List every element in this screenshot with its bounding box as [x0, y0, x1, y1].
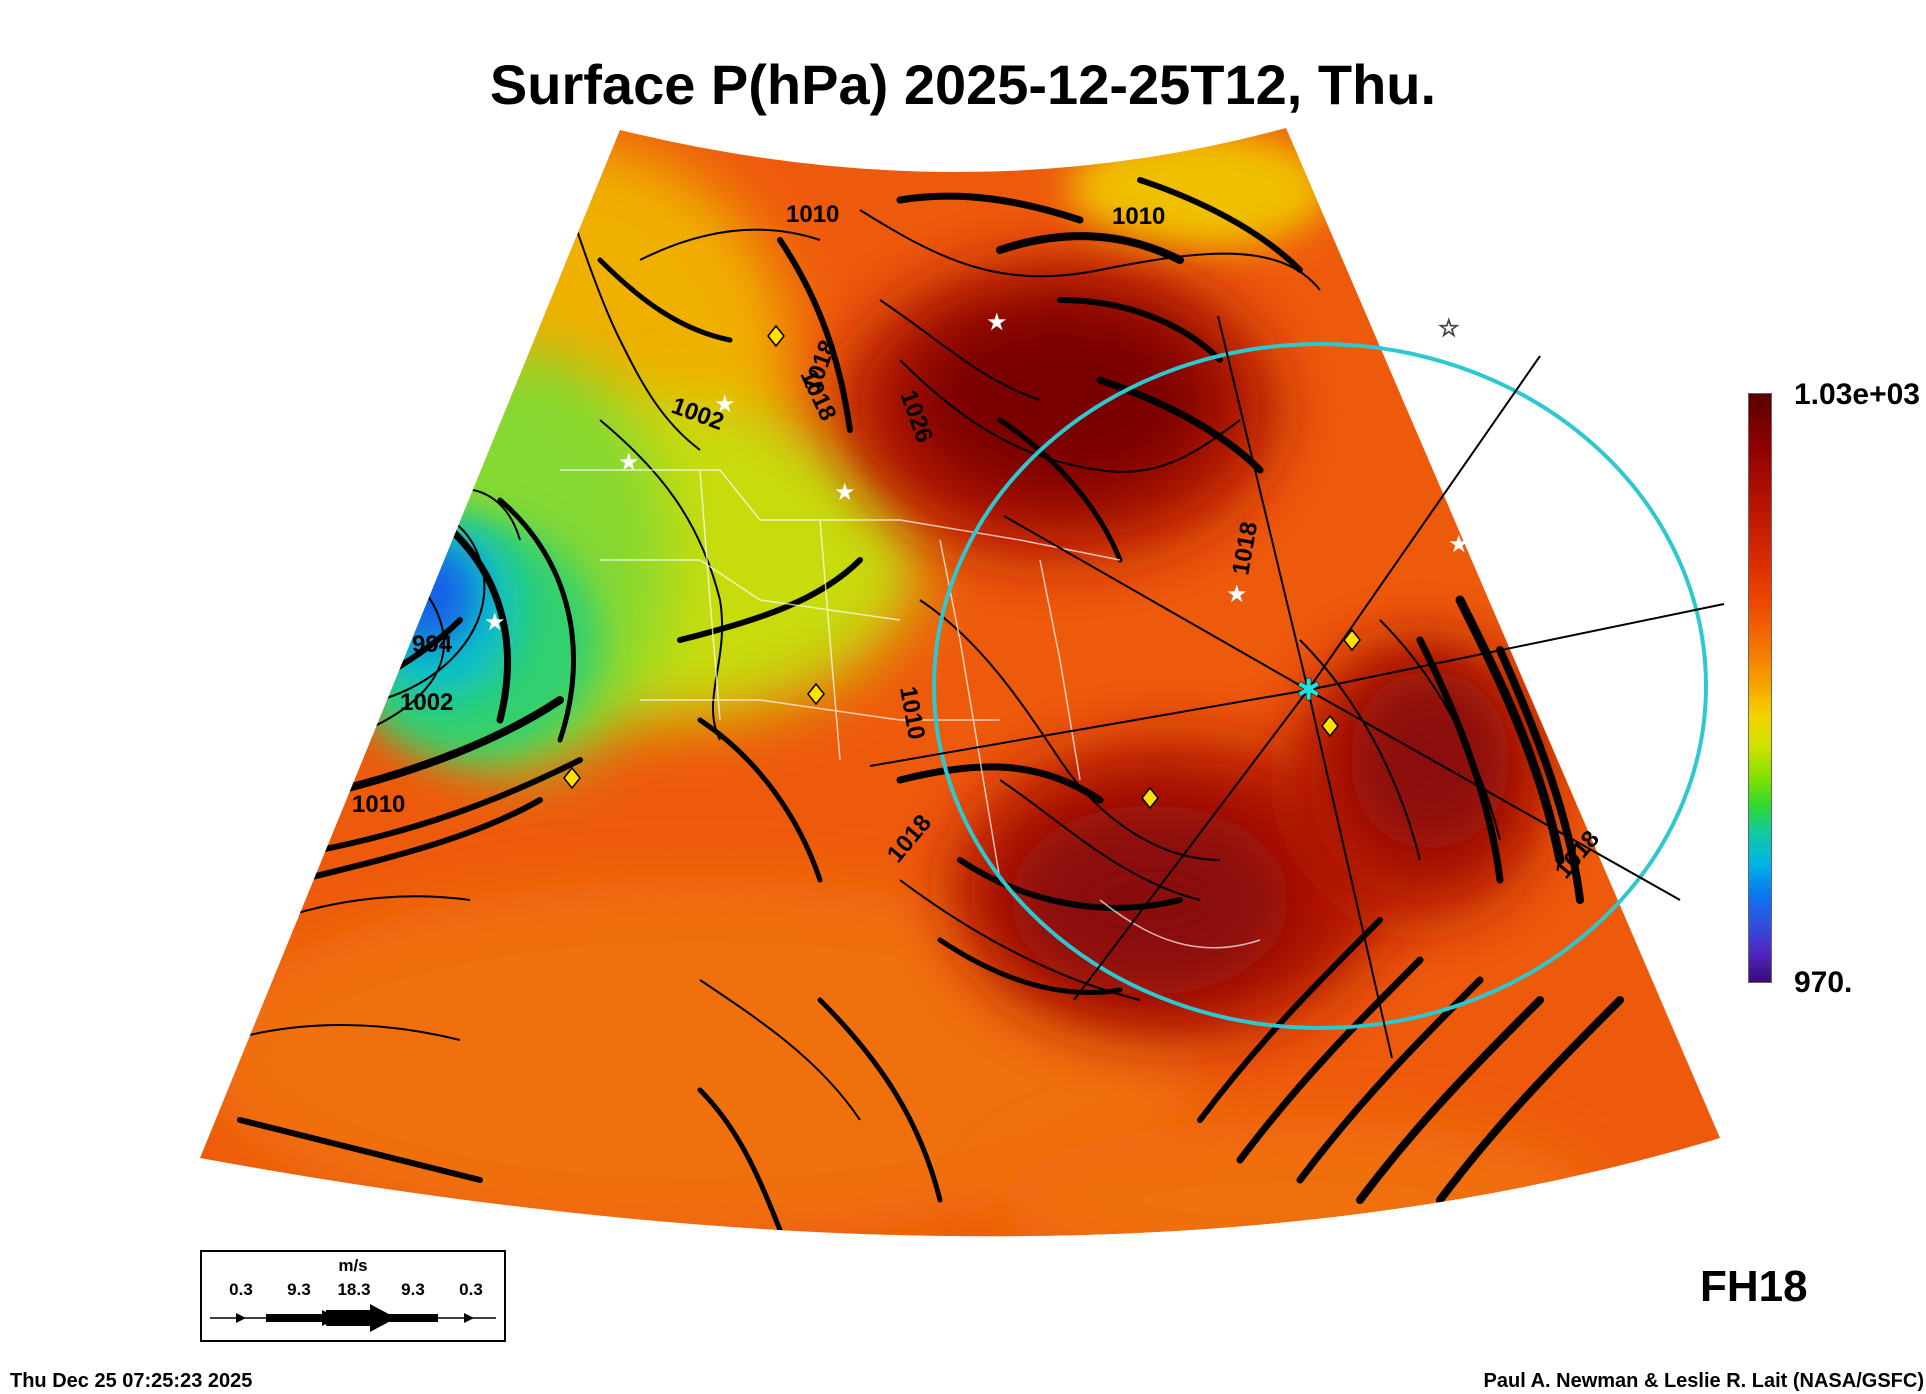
contour-label: 1010: [352, 791, 405, 818]
station-star-icon: ★: [1448, 531, 1470, 558]
colorbar-min-label: 970.: [1794, 966, 1853, 999]
site-markers: [563, 324, 1361, 810]
site-diamond-icon: [807, 682, 825, 706]
station-star-icon: ★: [1226, 581, 1248, 608]
station-markers: ★ ★ ★ ★ ★ ★ ★ ☆: [484, 309, 1470, 636]
site-diamond-icon: [767, 324, 785, 348]
station-star-outline-icon: ☆: [1438, 315, 1460, 342]
cross-section-lines: [869, 315, 1725, 1059]
forecast-hour-label: FH18: [1700, 1262, 1808, 1311]
wind-streamlines: [237, 177, 1624, 1233]
wind-legend-value: 0.3: [459, 1280, 483, 1299]
timestamp: Thu Dec 25 07:25:23 2025: [10, 1370, 253, 1392]
isobar-lines: [229, 179, 1501, 1121]
wind-legend: m/s 0.3 9.3 18.3 9.3 0.3: [200, 1250, 506, 1342]
colorbar-max-label: 1.03e+03: [1794, 378, 1920, 411]
contour-label: 1010: [786, 201, 839, 228]
wind-legend-value: 9.3: [401, 1280, 425, 1299]
wind-legend-value: 0.3: [229, 1280, 253, 1299]
site-diamond-icon: [1343, 628, 1361, 652]
center-asterisk-icon: ✱: [1296, 674, 1321, 707]
wind-legend-arrows: [210, 1304, 496, 1332]
wind-legend-value: 9.3: [287, 1280, 311, 1299]
range-ring: [932, 342, 1708, 1030]
contour-label: 1010: [1112, 203, 1165, 230]
colorbar: [1748, 393, 1772, 983]
wind-legend-unit: m/s: [338, 1256, 368, 1275]
station-star-icon: ★: [714, 391, 736, 418]
pressure-color-field: [200, 128, 1720, 1237]
contour-label: 1002: [400, 689, 453, 716]
station-star-icon: ★: [484, 609, 506, 636]
map-title: Surface P(hPa) 2025-12-25T12, Thu.: [489, 53, 1437, 116]
station-star-icon: ★: [986, 309, 1008, 336]
station-star-icon: ★: [618, 449, 640, 476]
credit-line: Paul A. Newman & Leslie R. Lait (NASA/GS…: [1483, 1370, 1924, 1392]
site-diamond-icon: [1321, 714, 1339, 738]
wind-legend-value: 18.3: [337, 1280, 371, 1299]
station-star-icon: ★: [834, 479, 856, 506]
political-boundaries: [560, 469, 1261, 949]
contour-label: 994: [412, 631, 453, 658]
site-diamond-icon: [563, 766, 581, 790]
site-diamond-icon: [1141, 786, 1159, 810]
